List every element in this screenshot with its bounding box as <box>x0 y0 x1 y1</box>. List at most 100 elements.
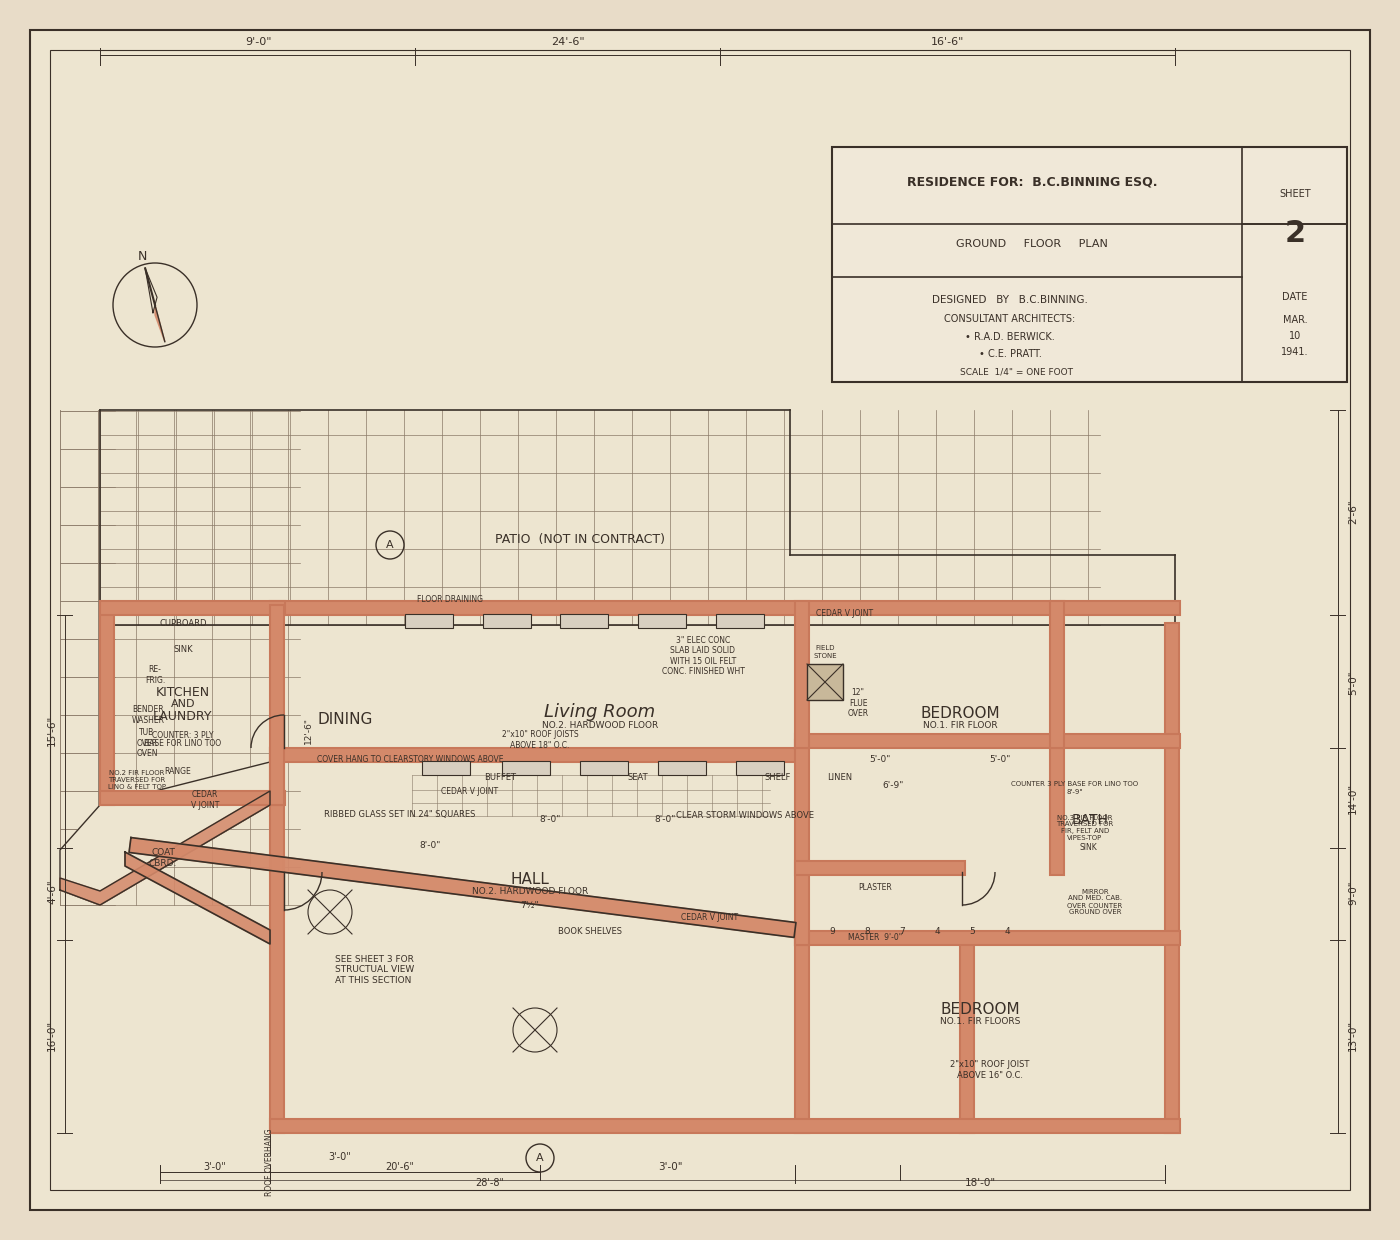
Bar <box>270 1118 1180 1133</box>
Polygon shape <box>129 837 797 937</box>
Text: SINK: SINK <box>1079 843 1096 853</box>
Text: BUFFET: BUFFET <box>484 773 517 781</box>
Text: GROUND     FLOOR     PLAN: GROUND FLOOR PLAN <box>956 239 1107 249</box>
Text: LINEN: LINEN <box>827 773 853 781</box>
Text: DINING: DINING <box>318 713 372 728</box>
Text: 3" ELEC CONC
SLAB LAID SOLID
WITH 15 OIL FELT
CONC. FINISHED WHT: 3" ELEC CONC SLAB LAID SOLID WITH 15 OIL… <box>662 636 745 676</box>
Bar <box>580 761 629 775</box>
Bar <box>1165 622 1179 1133</box>
Text: DESIGNED   BY   B.C.BINNING.: DESIGNED BY B.C.BINNING. <box>932 295 1088 305</box>
Text: CEDAR V JOINT: CEDAR V JOINT <box>816 609 874 618</box>
Bar <box>795 937 809 1133</box>
Text: SCALE  1/4" = ONE FOOT: SCALE 1/4" = ONE FOOT <box>960 367 1074 377</box>
Text: MASTER  9'-0": MASTER 9'-0" <box>848 934 902 942</box>
Text: 5'-0": 5'-0" <box>990 755 1011 765</box>
Text: 9'-0": 9'-0" <box>1348 880 1358 905</box>
Text: PATIO  (NOT IN CONTRACT): PATIO (NOT IN CONTRACT) <box>496 533 665 547</box>
Text: NO.2. HARDWOOD FLOOR: NO.2. HARDWOOD FLOOR <box>542 720 658 729</box>
Text: 5: 5 <box>969 928 974 936</box>
Text: NO.2. HARDWOOD FLOOR: NO.2. HARDWOOD FLOOR <box>472 888 588 897</box>
Text: 16'-6": 16'-6" <box>931 37 965 47</box>
Text: A: A <box>536 1153 543 1163</box>
Bar <box>658 761 706 775</box>
Text: SINK: SINK <box>174 646 193 655</box>
Text: BASE FOR LINO TOO: BASE FOR LINO TOO <box>144 739 221 749</box>
Text: 7: 7 <box>899 928 904 936</box>
Text: BATH: BATH <box>1071 813 1109 827</box>
Bar <box>270 748 799 763</box>
Text: 12'-6": 12'-6" <box>304 717 312 744</box>
Text: 3'-0": 3'-0" <box>329 1152 351 1162</box>
Text: 9: 9 <box>829 928 834 936</box>
Text: NO.1. FIR FLOOR: NO.1. FIR FLOOR <box>923 722 997 730</box>
Text: 2"x10" ROOF JOISTS
ABOVE 18" O.C.: 2"x10" ROOF JOISTS ABOVE 18" O.C. <box>501 730 578 750</box>
Text: 8'-0": 8'-0" <box>539 816 560 825</box>
Text: 2: 2 <box>1284 219 1306 248</box>
Text: 28'-8": 28'-8" <box>476 1178 504 1188</box>
Text: 16'-0": 16'-0" <box>48 1019 57 1050</box>
Text: 4'-6": 4'-6" <box>48 879 57 904</box>
Text: 5'-0": 5'-0" <box>1348 671 1358 696</box>
Text: SHEET: SHEET <box>1280 188 1310 198</box>
Text: 8'-0": 8'-0" <box>654 816 676 825</box>
Text: RE-
FRIG.: RE- FRIG. <box>144 666 165 684</box>
Text: 2"x10" ROOF JOIST
ABOVE 16" O.C.: 2"x10" ROOF JOIST ABOVE 16" O.C. <box>951 1060 1029 1080</box>
Text: PLASTER: PLASTER <box>858 883 892 893</box>
Text: 7½": 7½" <box>521 900 539 909</box>
Text: RANGE: RANGE <box>165 768 192 776</box>
Bar <box>270 605 284 805</box>
Bar <box>421 761 470 775</box>
Text: 1941.: 1941. <box>1281 347 1309 357</box>
Bar <box>806 663 843 701</box>
Bar <box>832 148 1347 382</box>
Text: 4: 4 <box>1004 928 1009 936</box>
Text: A: A <box>386 539 393 551</box>
Polygon shape <box>60 763 270 905</box>
Text: CEDAR V JOINT: CEDAR V JOINT <box>441 787 498 796</box>
Text: 4: 4 <box>934 928 939 936</box>
Bar <box>99 601 286 615</box>
Text: NO.2 FIR FLOOR
TRAVERSED FOR
LINO & FELT TOP: NO.2 FIR FLOOR TRAVERSED FOR LINO & FELT… <box>108 770 167 790</box>
Polygon shape <box>125 852 270 944</box>
Text: TUB
OVER
OVEN: TUB OVER OVEN <box>136 728 158 758</box>
Text: MIRROR
AND MED. CAB.
OVER COUNTER
GROUND OVER: MIRROR AND MED. CAB. OVER COUNTER GROUND… <box>1067 889 1123 915</box>
Text: RIBBED GLASS SET IN 24" SQUARES: RIBBED GLASS SET IN 24" SQUARES <box>325 811 476 820</box>
Bar <box>795 734 1180 748</box>
Bar <box>795 861 965 875</box>
Text: COVER HANG TO CLEARSTORY WINDOWS ABOVE: COVER HANG TO CLEARSTORY WINDOWS ABOVE <box>316 755 503 765</box>
Text: KITCHEN: KITCHEN <box>155 686 210 698</box>
Bar <box>795 931 1180 945</box>
Text: N: N <box>137 250 147 263</box>
Text: MAR.: MAR. <box>1282 315 1308 325</box>
Bar <box>99 605 113 805</box>
Text: LAUNDRY: LAUNDRY <box>153 711 213 723</box>
Bar <box>795 740 809 945</box>
Text: CEDAR V JOINT: CEDAR V JOINT <box>682 914 739 923</box>
Text: 5'-0": 5'-0" <box>869 755 890 765</box>
Text: CEDAR
V JOINT: CEDAR V JOINT <box>190 790 220 810</box>
Polygon shape <box>60 791 270 905</box>
Text: BOOK SHELVES: BOOK SHELVES <box>559 928 622 936</box>
Bar <box>483 614 531 627</box>
Text: FLOOR DRAINING: FLOOR DRAINING <box>417 595 483 605</box>
Text: COAT
CBRD.: COAT CBRD. <box>148 848 178 868</box>
Polygon shape <box>155 305 165 342</box>
Text: 8: 8 <box>864 928 869 936</box>
Text: 2'-6": 2'-6" <box>1348 500 1358 525</box>
Text: 3'-0": 3'-0" <box>203 1162 227 1172</box>
Text: • R.A.D. BERWICK.: • R.A.D. BERWICK. <box>965 332 1054 342</box>
Text: NO.1. FIR FLOORS: NO.1. FIR FLOORS <box>939 1018 1021 1027</box>
Text: 9'-0": 9'-0" <box>245 37 272 47</box>
Bar <box>795 601 809 748</box>
Text: CLEAR STORM WINDOWS ABOVE: CLEAR STORM WINDOWS ABOVE <box>676 811 813 820</box>
Text: AND: AND <box>171 699 195 709</box>
Bar <box>270 601 1180 615</box>
Text: 12"
FLUE
OVER: 12" FLUE OVER <box>847 688 868 718</box>
Text: 18'-0": 18'-0" <box>965 1178 995 1188</box>
Bar <box>503 761 550 775</box>
Text: BEDROOM: BEDROOM <box>920 706 1000 720</box>
Text: 20'-6": 20'-6" <box>385 1162 414 1172</box>
Bar <box>99 791 286 805</box>
Bar <box>560 614 608 627</box>
Text: DATE: DATE <box>1282 291 1308 303</box>
